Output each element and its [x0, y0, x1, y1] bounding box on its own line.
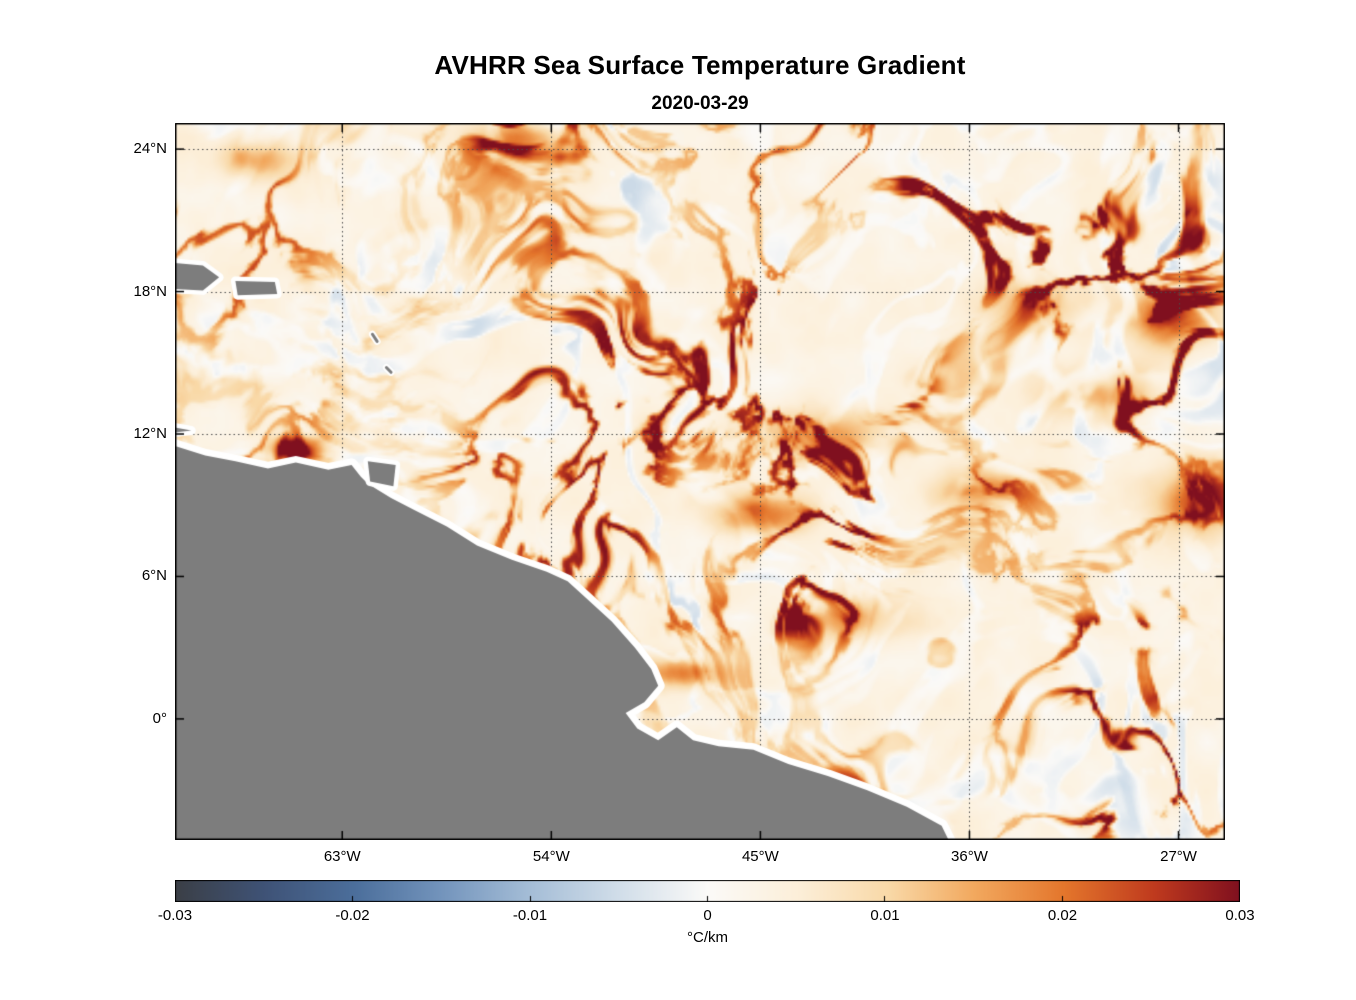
figure-title: AVHRR Sea Surface Temperature Gradient [434, 50, 966, 80]
y-tick-label: 0° [152, 709, 167, 727]
y-tick-label: 12°N [133, 425, 167, 443]
x-tick-label: 45°W [741, 848, 779, 865]
colorbar-tick-label: 0 [703, 907, 712, 924]
y-tick-label: 24°N [133, 140, 167, 158]
colorbar-tick-label: -0.02 [335, 907, 370, 924]
colorbar-tick-label: 0.02 [1047, 907, 1078, 924]
colorbar-tick-label: 0.03 [1225, 907, 1255, 924]
x-tick-label: 63°W [323, 848, 361, 865]
colorbar [175, 880, 1240, 902]
colorbar-tick-label: -0.01 [512, 907, 548, 924]
figure-subtitle: 2020-03-29 [651, 93, 749, 114]
y-tick-label: 18°N [133, 282, 167, 300]
x-tick-label: 36°W [951, 848, 988, 865]
colorbar-unit-label: °C/km [687, 929, 728, 946]
x-tick-label: 54°W [532, 848, 570, 865]
x-tick-label: 27°W [1160, 848, 1197, 865]
colorbar-tick-label: -0.03 [157, 907, 193, 924]
sst-gradient-map-canvas [175, 123, 1225, 840]
y-tick-label: 6°N [141, 567, 167, 585]
colorbar-tick-label: 0.01 [870, 907, 900, 924]
